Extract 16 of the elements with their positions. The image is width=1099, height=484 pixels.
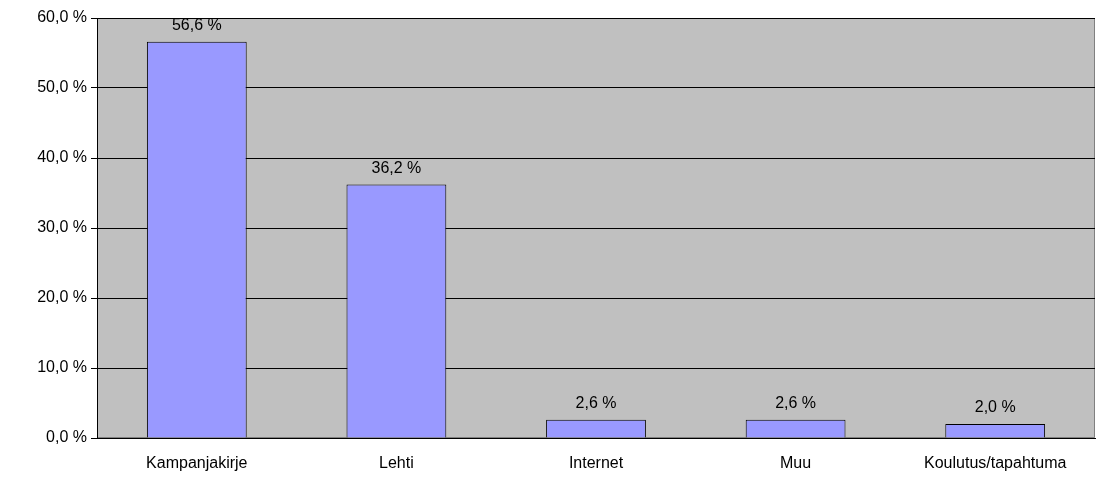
data-label: 2,0 % [974,398,1016,416]
y-tick-label: 0,0 % [46,428,87,446]
x-tick-label: Kampanjakirje [146,454,248,472]
y-tick-label: 30,0 % [37,218,87,236]
y-tick-label: 40,0 % [37,148,87,166]
x-tick-label: Internet [568,454,624,472]
y-tick-label: 60,0 % [37,8,87,26]
x-tick-label: Lehti [379,454,414,472]
data-label: 2,6 % [575,394,617,412]
data-label: 36,2 % [371,159,422,177]
data-label: 2,6 % [775,394,817,412]
y-tick-label: 10,0 % [37,358,87,376]
y-tick-label: 20,0 % [37,288,87,306]
x-tick-label: Koulutus/tapahtuma [924,454,1067,472]
y-tick-label: 50,0 % [37,78,87,96]
x-tick-label: Muu [780,454,812,472]
